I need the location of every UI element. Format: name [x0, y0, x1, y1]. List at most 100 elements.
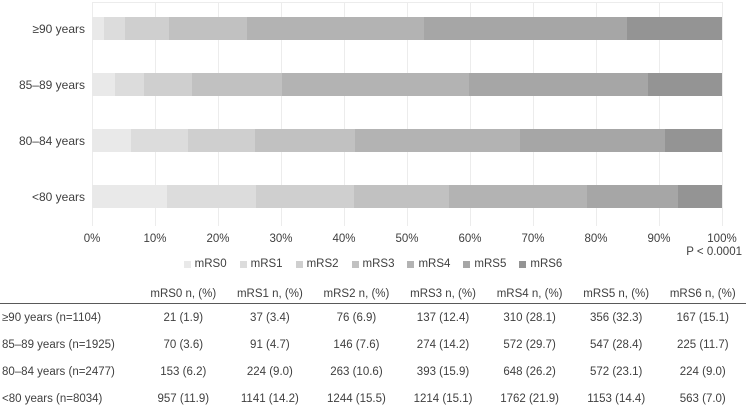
table-cell: 1762 (21.9) — [500, 392, 560, 405]
table-header-cell: mRS1 n, (%) — [236, 288, 303, 300]
gridline-50% — [407, 2, 408, 226]
row-label: 80–84 years (n=2477) — [2, 365, 115, 378]
legend-label: mRS4 — [418, 258, 451, 270]
table-header-row: mRS0 n, (%) mRS1 n, (%) mRS2 n, (%) mRS3 n,… — [0, 279, 746, 304]
legend-swatch-mRS5 — [463, 260, 471, 268]
gridline-10% — [155, 2, 156, 226]
table-cell: 648 (26.2) — [503, 365, 556, 378]
bar-segment-mRS6 — [626, 17, 722, 40]
table-cell: 1153 (14.4) — [587, 392, 646, 405]
bar-segment-mRS5 — [423, 17, 627, 40]
x-axis-label: 20% — [206, 233, 230, 245]
p-value-annotation: P < 0.0001 — [686, 246, 742, 258]
row-label: 85–89 years (n=1925) — [2, 338, 115, 351]
x-axis-label: 70% — [521, 233, 545, 245]
gridline-20% — [218, 2, 219, 226]
bar-80–84 years — [92, 129, 723, 152]
table-cell: 572 (23.1) — [589, 365, 643, 378]
table-body: ≥90 years (n=1104) 21 (1.9) 37 (3.4) 76 (6.… — [0, 304, 746, 411]
bar-segment-mRS4 — [354, 129, 520, 152]
x-axis-label: 90% — [647, 233, 671, 245]
bar-segment-mRS5 — [469, 73, 649, 96]
bar-85–89 years — [92, 73, 722, 96]
table-cell: 957 (11.9) — [157, 392, 210, 405]
bar-segment-mRS2 — [125, 17, 169, 40]
bar-≥90 years — [92, 17, 722, 40]
table-cell: 274 (14.2) — [416, 338, 470, 351]
plot-area — [92, 2, 723, 226]
bar-segment-mRS0 — [92, 185, 167, 208]
table-cell: 1214 (15.1) — [413, 392, 473, 405]
bar-segment-mRS4 — [281, 73, 470, 96]
category-label: 80–84 years — [18, 133, 85, 148]
bar-segment-mRS1 — [114, 73, 145, 96]
table-header-cell: mRS2 n, (%) — [323, 288, 390, 300]
table-cell: 146 (7.6) — [333, 338, 380, 351]
legend-swatch-mRS0 — [183, 260, 191, 268]
legend-label: mRS2 — [306, 258, 339, 270]
legend-item-mRS4: mRS4 — [407, 258, 450, 270]
row-label: ≥90 years (n=1104) — [2, 311, 102, 324]
table-cell: 225 (11.7) — [676, 338, 729, 351]
table-cell: 563 (7.0) — [679, 392, 726, 405]
gridline-70% — [533, 2, 534, 226]
table-cell: 310 (28.1) — [503, 311, 556, 324]
x-axis-label: 80% — [584, 233, 608, 245]
bar-segment-mRS2 — [144, 73, 193, 96]
bar-segment-mRS0 — [92, 129, 132, 152]
table-cell: 21 (1.9) — [163, 311, 204, 324]
legend-label: mRS3 — [362, 258, 395, 270]
category-label: <80 years — [31, 189, 85, 204]
bar-segment-mRS5 — [519, 129, 666, 152]
legend-swatch-mRS1 — [239, 260, 247, 268]
bar-segment-mRS3 — [168, 17, 247, 40]
table-cell: 91 (4.7) — [250, 338, 290, 351]
gridline-30% — [281, 2, 282, 226]
table-row: 80–84 years (n=2477) 153 (6.2) 224 (9.0) 26… — [0, 358, 746, 385]
legend-item-mRS5: mRS5 — [463, 258, 506, 270]
bar-segment-mRS3 — [192, 73, 282, 96]
legend-item-mRS6: mRS6 — [519, 258, 562, 270]
legend-swatch-mRS4 — [407, 260, 415, 268]
row-label: <80 years (n=8034) — [2, 392, 103, 405]
x-axis-label: 50% — [395, 233, 419, 245]
bar-segment-mRS4 — [246, 17, 424, 40]
table-header-cell: mRS0 n, (%) — [150, 288, 217, 300]
table-cell: 572 (29.7) — [503, 338, 556, 351]
table-cell: 1141 (14.2) — [240, 392, 299, 405]
table-cell: 547 (28.4) — [589, 338, 643, 351]
table-row: ≥90 years (n=1104) 21 (1.9) 37 (3.4) 76 (6.… — [0, 304, 746, 331]
table-row: 85–89 years (n=1925) 70 (3.6) 91 (4.7) 146 … — [0, 331, 746, 358]
x-axis-label: 100% — [707, 233, 737, 245]
bar-segment-mRS6 — [665, 129, 723, 152]
bar-segment-mRS6 — [648, 73, 722, 96]
x-axis-label: 40% — [332, 233, 356, 245]
legend-item-mRS3: mRS3 — [351, 258, 395, 270]
bar-segment-mRS1 — [131, 129, 188, 152]
table-cell: 224 (9.0) — [679, 365, 726, 378]
legend-item-mRS1: mRS1 — [239, 258, 283, 270]
category-label: 85–89 years — [18, 77, 85, 92]
gridline-80% — [596, 2, 597, 226]
legend-swatch-mRS2 — [295, 260, 303, 268]
legend-swatch-mRS3 — [351, 260, 359, 268]
gridline-0% — [92, 2, 93, 226]
table-cell: 263 (10.6) — [330, 365, 383, 378]
table-cell: 37 (3.4) — [250, 311, 290, 324]
category-label: ≥90 years — [32, 21, 85, 36]
table-header-cell: mRS4 n, (%) — [496, 288, 563, 300]
table-cell: 1244 (15.5) — [327, 392, 386, 405]
gridline-40% — [344, 2, 345, 226]
bar-segment-mRS2 — [256, 185, 355, 208]
legend-label: mRS6 — [530, 258, 563, 270]
legend-label: mRS1 — [250, 258, 283, 270]
bar-<80 years — [92, 185, 722, 208]
bar-segment-mRS3 — [354, 185, 450, 208]
bar-segment-mRS1 — [166, 185, 257, 208]
table-cell: 393 (15.9) — [416, 365, 470, 378]
table-cell: 137 (12.4) — [416, 311, 470, 324]
bar-segment-mRS6 — [677, 185, 722, 208]
x-axis-label: 0% — [83, 233, 101, 245]
legend-item-mRS2: mRS2 — [295, 258, 339, 270]
legend-item-mRS0: mRS0 — [183, 258, 227, 270]
